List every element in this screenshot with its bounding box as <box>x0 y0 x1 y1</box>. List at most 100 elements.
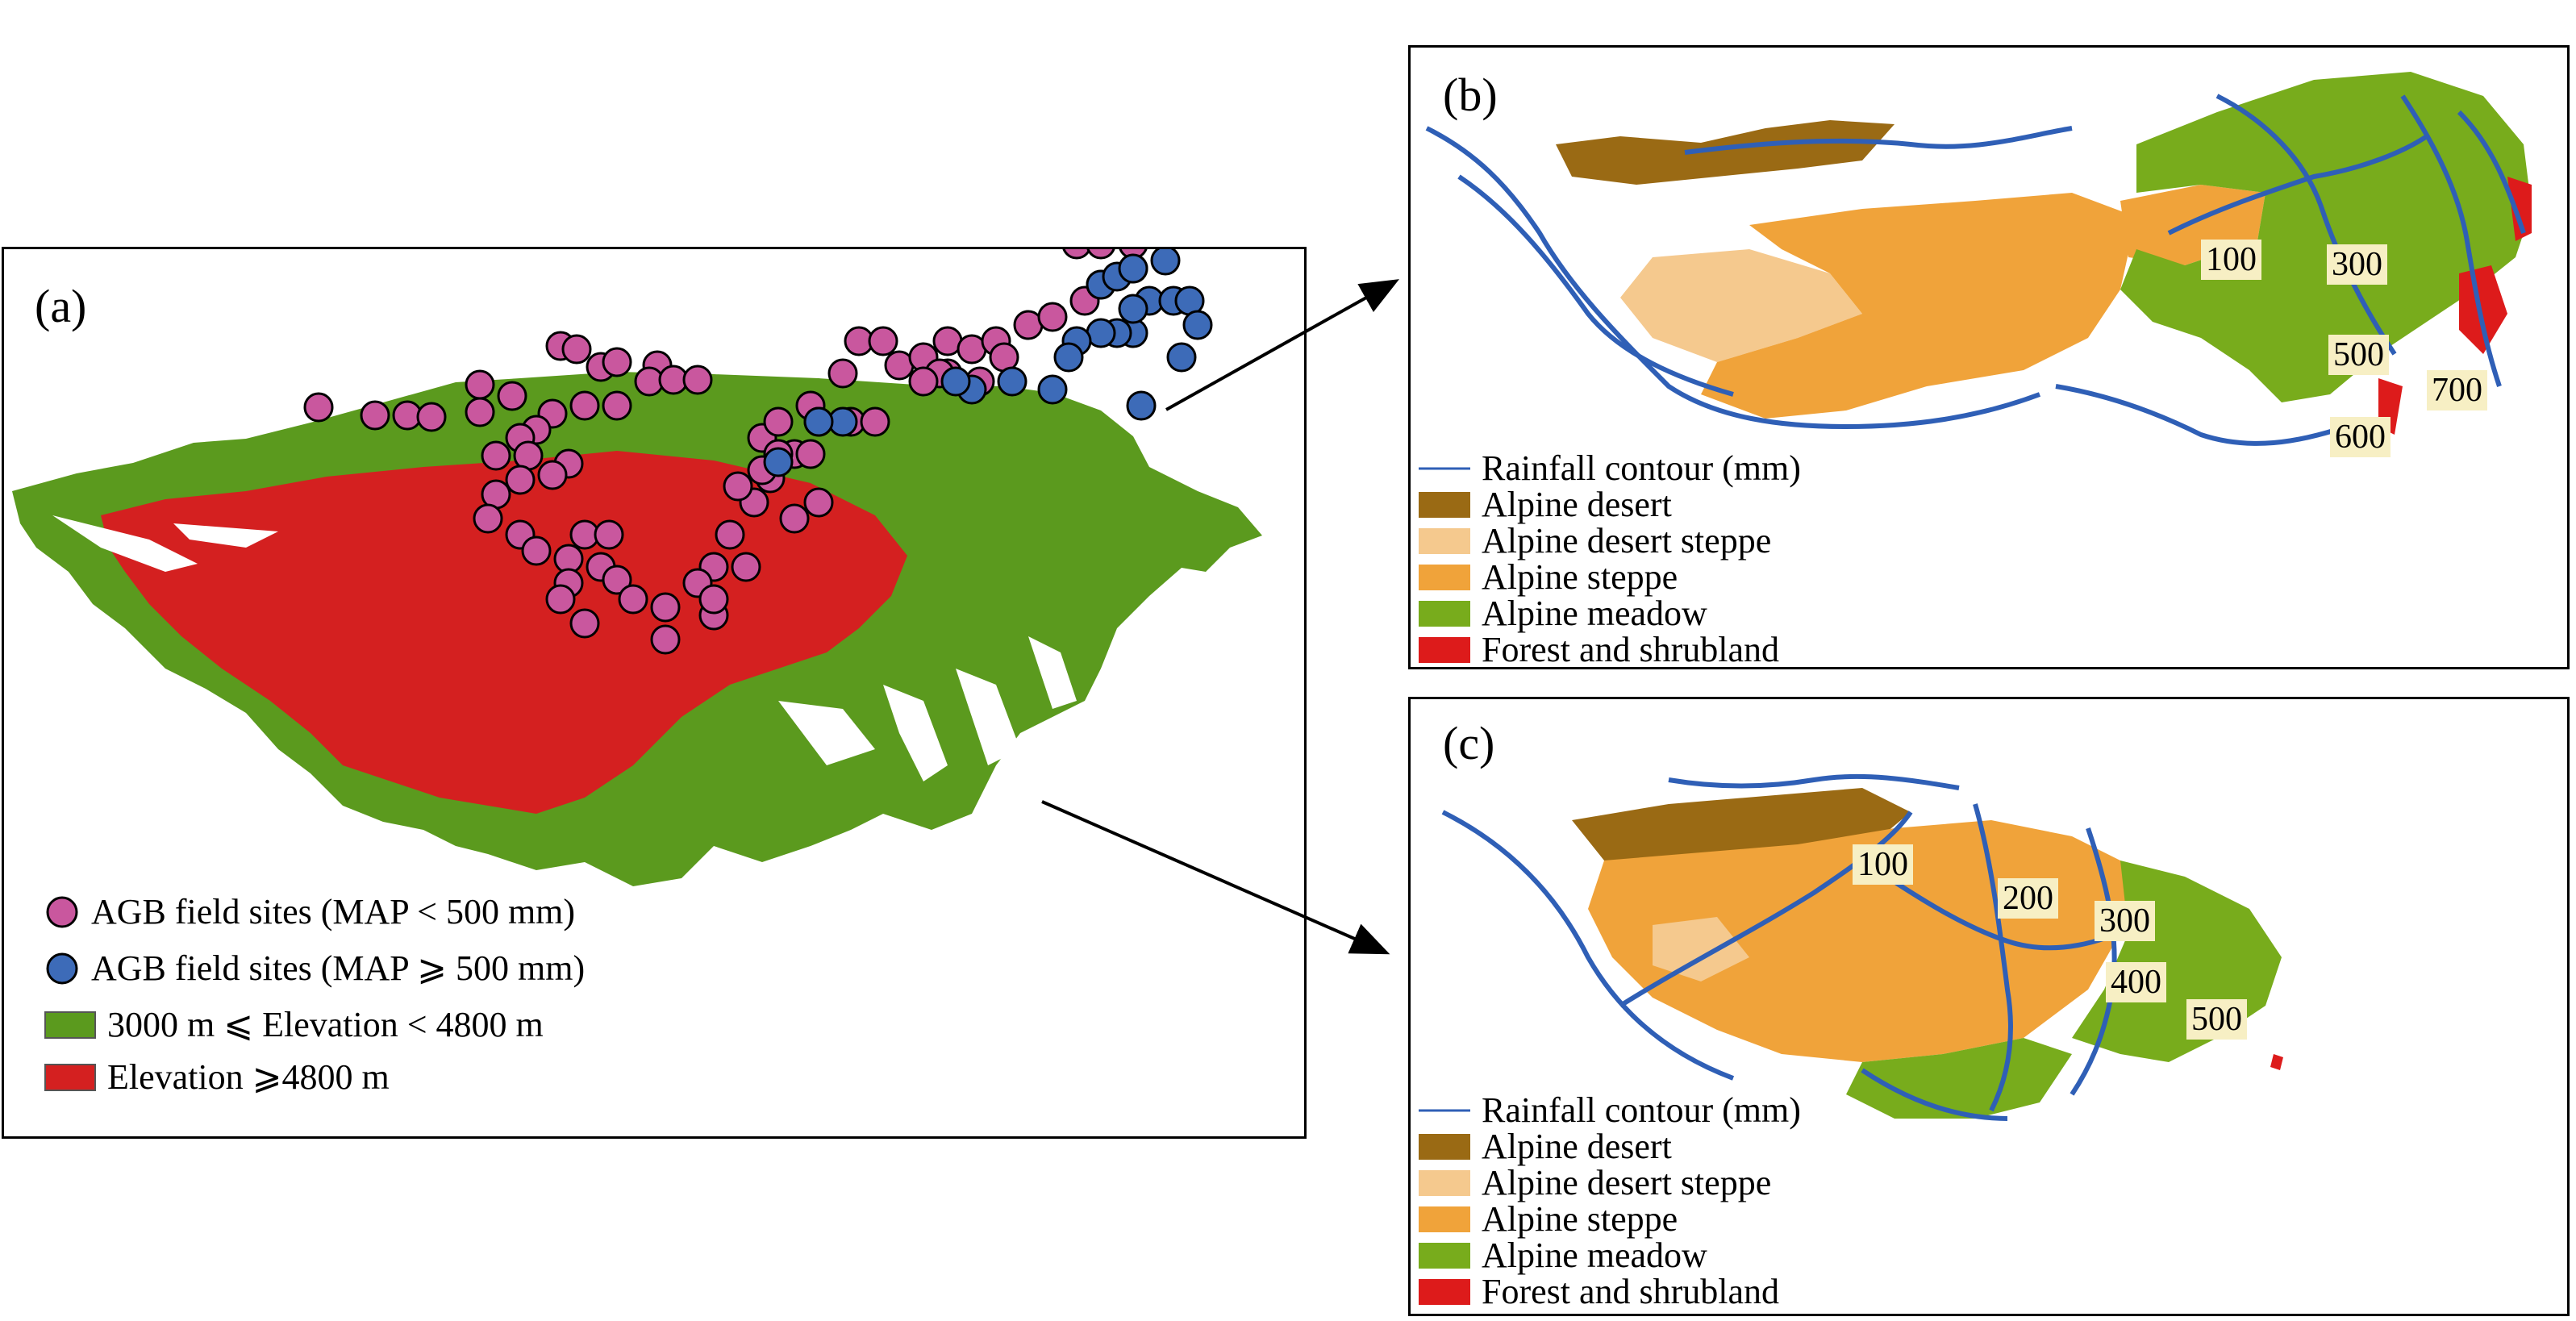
contour-label-100: 100 <box>1853 844 1913 886</box>
agb-site-low-marker <box>908 366 939 397</box>
legend-row-high-elevation: Elevation ⩾4800 m <box>44 1060 390 1095</box>
contour-label-400: 400 <box>2106 962 2166 1003</box>
agb-site-high-marker <box>1126 390 1157 421</box>
valley-gap <box>173 523 278 548</box>
rainfall-contour-line <box>1684 126 2073 155</box>
rainfall-contour-line <box>1425 126 2041 430</box>
agb-site-low-marker <box>827 358 858 389</box>
legend-text-alpine-meadow: Alpine meadow <box>1482 1236 1707 1275</box>
agb-site-low-marker <box>1086 249 1115 260</box>
contour-label-500: 500 <box>2186 999 2247 1040</box>
blue-circle-icon <box>46 952 78 985</box>
agb-site-low-marker <box>731 552 761 582</box>
agb-site-low-marker <box>860 406 890 437</box>
rainfall-contour-line <box>2457 110 2526 234</box>
legend-row-sites-low: AGB field sites (MAP < 500 mm) <box>44 894 575 930</box>
agb-site-low-marker <box>723 471 753 502</box>
tibetan-plateau-elevation-map <box>12 249 1262 886</box>
rainfall-contour-line <box>1457 174 1734 397</box>
agb-site-low-marker <box>602 390 632 421</box>
legend-row-alpine-meadow: Alpine meadow <box>1419 1238 1707 1273</box>
rainfall-contour-line <box>1861 1068 2008 1121</box>
rainfall-contour-line <box>2400 94 2502 387</box>
agb-site-low-marker <box>763 406 794 437</box>
contour-label-100: 100 <box>2201 240 2261 281</box>
alpine-meadow-region <box>1846 1038 2072 1119</box>
legend-row-forest: Forest and shrubland <box>1419 632 1779 668</box>
agb-site-low-marker <box>1037 302 1068 332</box>
alpine-desert-swatch <box>1419 1134 1470 1160</box>
forest-shrubland-region <box>2459 265 2507 354</box>
rainfall-contours <box>1441 773 2138 1121</box>
agb-site-low-marker <box>569 390 600 421</box>
legend-text-contour: Rainfall contour (mm) <box>1482 1090 1801 1130</box>
panel-b-label: (b) <box>1443 69 1498 121</box>
legend-row-forest: Forest and shrubland <box>1419 1274 1779 1310</box>
agb-site-high-marker <box>997 366 1027 397</box>
agb-site-low-marker <box>497 381 527 411</box>
legend-row-alpine-desert-steppe: Alpine desert steppe <box>1419 1165 1771 1201</box>
agb-site-low-marker <box>473 503 503 534</box>
alpine-meadow-swatch <box>1419 1243 1470 1269</box>
agb-site-high-marker <box>763 447 794 477</box>
forest-shrubland-swatch <box>1419 1279 1470 1305</box>
agb-site-low-marker <box>465 397 495 427</box>
alpine-desert-steppe-swatch <box>1419 528 1470 554</box>
agb-site-low-marker <box>682 365 713 395</box>
legend-text-alpine-desert-steppe: Alpine desert steppe <box>1482 521 1772 560</box>
valley-gap <box>883 685 948 781</box>
agb-site-low-marker <box>602 565 632 595</box>
valley-gap <box>956 669 1020 765</box>
agb-site-low-marker <box>868 326 898 356</box>
legend-row-alpine-desert: Alpine desert <box>1419 487 1672 523</box>
legend-text-alpine-desert-steppe: Alpine desert steppe <box>1482 1163 1772 1202</box>
agb-site-low-marker <box>360 400 390 431</box>
legend-row-contour: Rainfall contour (mm) <box>1419 1093 1801 1128</box>
panel-a: (a) AGB field sites (MAP < 500 mm) AGB f… <box>2 247 1307 1139</box>
arrow-to-panel-b <box>1165 279 1399 411</box>
agb-site-high-marker <box>1053 342 1084 373</box>
alpine-steppe-swatch <box>1419 565 1470 590</box>
alpine-steppe-region <box>1701 193 2136 419</box>
legend-row-alpine-meadow: Alpine meadow <box>1419 596 1707 631</box>
forest-shrubland-swatch <box>1419 637 1470 663</box>
contour-line-icon <box>1419 467 1470 470</box>
agb-sites-high-map <box>763 249 1213 477</box>
legend-row-alpine-desert: Alpine desert <box>1419 1129 1672 1165</box>
contour-label-300: 300 <box>2095 901 2155 942</box>
rainfall-contour-line <box>1619 811 1913 1008</box>
panel-b-legend: Rainfall contour (mm) Alpine desert Alpi… <box>1419 451 1983 669</box>
agb-site-low-marker <box>803 487 834 518</box>
agb-site-low-marker <box>594 519 624 550</box>
contour-label-700: 700 <box>2427 370 2487 411</box>
legend-row-alpine-steppe: Alpine steppe <box>1419 1202 1678 1237</box>
high-elevation-region <box>101 451 907 814</box>
legend-text-high-elevation: Elevation ⩾4800 m <box>107 1057 390 1097</box>
agb-site-high-marker <box>1118 294 1148 324</box>
rainfall-contour-line <box>2167 134 2428 235</box>
agb-site-low-marker <box>1062 249 1091 260</box>
contour-line-icon <box>1419 1109 1470 1112</box>
rainfall-contour-line <box>1441 810 1735 1081</box>
rainfall-contour-line <box>2055 384 2347 446</box>
panel-b: (b) 100 300 500 700 600 Rainfall contour… <box>1408 45 2570 669</box>
contour-label-500: 500 <box>2328 335 2389 376</box>
legend-row-alpine-desert-steppe: Alpine desert steppe <box>1419 523 1771 559</box>
alpine-desert-steppe-swatch <box>1419 1170 1470 1196</box>
agb-site-low-marker <box>569 608 600 639</box>
panel-a-legend: AGB field sites (MAP < 500 mm) AGB field… <box>44 894 851 1128</box>
alpine-desert-swatch <box>1419 492 1470 518</box>
legend-text-alpine-steppe: Alpine steppe <box>1482 1199 1678 1239</box>
agb-site-high-marker <box>1182 310 1213 340</box>
legend-row-mid-elevation: 3000 m ⩽ Elevation < 4800 m <box>44 1007 544 1043</box>
agb-site-high-marker <box>1166 342 1197 373</box>
forest-shrubland-region <box>2507 177 2532 241</box>
legend-text-sites-low: AGB field sites (MAP < 500 mm) <box>91 892 576 931</box>
agb-site-low-marker <box>481 440 511 471</box>
agb-site-low-marker <box>602 347 632 377</box>
agb-site-low-marker <box>779 503 810 534</box>
vegetation-map-b <box>1425 72 2532 446</box>
agb-site-high-marker <box>1150 249 1181 276</box>
alpine-desert-steppe-region <box>1620 249 1862 362</box>
